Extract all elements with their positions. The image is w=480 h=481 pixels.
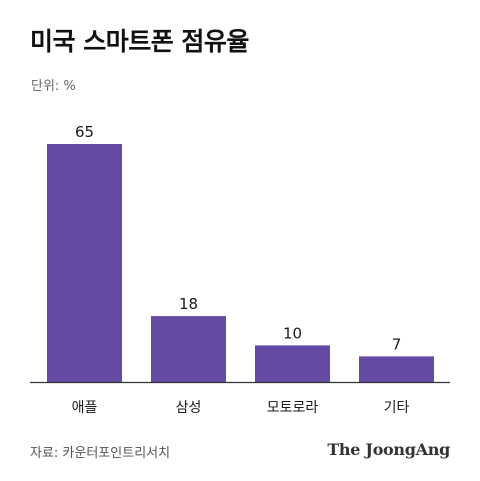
category-label-모토로라: 모토로라 bbox=[267, 400, 319, 416]
value-label-삼성: 18 bbox=[179, 295, 198, 313]
bar-모토로라 bbox=[255, 345, 330, 382]
unit-label: 단위: % bbox=[31, 79, 76, 94]
value-label-기타: 7 bbox=[392, 335, 402, 353]
chart-title: 미국 스마트폰 점유율 bbox=[30, 27, 249, 56]
category-label-기타: 기타 bbox=[384, 400, 410, 416]
bar-기타 bbox=[359, 356, 434, 382]
brand-logo: The JoongAng bbox=[327, 440, 450, 459]
category-label-삼성: 삼성 bbox=[176, 400, 202, 416]
bar-삼성 bbox=[151, 316, 226, 382]
category-label-애플: 애플 bbox=[72, 400, 98, 416]
value-label-모토로라: 10 bbox=[283, 324, 302, 342]
source-note: 자료: 카운터포인트리서치 bbox=[30, 446, 171, 461]
value-label-애플: 65 bbox=[75, 123, 94, 141]
bar-애플 bbox=[47, 144, 122, 382]
